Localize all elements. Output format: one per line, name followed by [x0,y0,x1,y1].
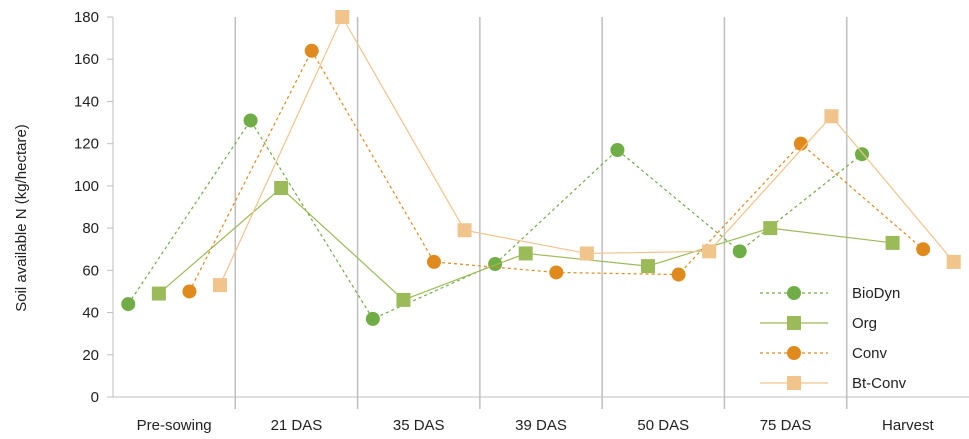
data-point [702,244,717,259]
legend-marker [787,346,801,360]
data-point [518,246,533,261]
y-axis-label: Soil available N (kg/hectare) [13,124,30,312]
series-org [151,181,900,307]
data-point [182,284,197,299]
y-tick-label: 20 [82,347,99,364]
data-point [213,278,227,293]
data-point [732,244,747,259]
legend-item: Conv [760,345,888,362]
series-line [219,15,955,286]
y-tick-label: 0 [91,389,99,406]
series-line [127,119,863,320]
data-point [885,235,900,250]
data-point [243,113,258,128]
y-tick-label: 180 [74,9,99,26]
data-point [763,221,778,236]
legend-label: BioDyn [852,285,900,302]
legend-label: Org [852,315,877,332]
legend-item: Org [760,315,877,332]
axes [112,17,969,398]
y-tick-label: 160 [74,51,99,68]
data-point [916,242,931,257]
data-point [335,10,350,24]
series-line [158,187,893,301]
y-tick-label: 60 [82,262,99,279]
x-tick-label: 39 DAS [515,417,567,434]
x-tick-label: 75 DAS [760,417,812,434]
data-point [579,246,594,261]
data-point [793,136,808,151]
data-point [946,254,961,269]
legend-label: Conv [852,345,888,362]
x-tick-label: Pre-sowing [137,417,212,434]
x-tick-label: 21 DAS [271,417,323,434]
x-axis-ticks: Pre-sowing 21 DAS 35 DAS 39 DAS 50 DAS 75 DAS… [137,417,935,434]
y-axis-ticks: 0 20 40 60 80 100 120 140 160 180 [74,9,113,406]
grid-lines [234,17,848,409]
data-point [488,257,503,271]
data-point [549,265,564,280]
data-point [151,286,166,301]
x-tick-label: 50 DAS [637,417,689,434]
series-layer [121,10,961,326]
y-tick-label: 120 [74,136,99,153]
x-tick-label: Harvest [882,417,935,434]
legend: BioDyn Org Conv Bt-Conv [760,285,907,392]
legend-marker [787,376,801,390]
legend-marker [787,286,801,300]
data-point [641,259,655,274]
x-tick-label: 35 DAS [393,417,445,434]
legend-item: BioDyn [760,285,900,302]
data-point [365,311,380,326]
data-point [274,181,289,195]
data-point [457,223,472,238]
data-point [121,297,136,312]
data-point [304,43,319,58]
y-tick-label: 40 [82,305,99,322]
series-bt-conv [213,10,961,293]
data-point [396,292,411,307]
legend-marker [787,316,801,330]
y-tick-label: 100 [74,178,99,195]
legend-item: Bt-Conv [760,375,907,392]
data-point [610,143,625,157]
data-point [824,109,839,124]
data-point [671,267,686,282]
y-tick-label: 80 [82,220,99,237]
series-conv [182,43,931,299]
legend-label: Bt-Conv [852,375,907,392]
series-biodyn [121,113,869,326]
series-line [188,49,924,292]
y-tick-label: 140 [74,93,99,110]
data-point [427,254,441,269]
